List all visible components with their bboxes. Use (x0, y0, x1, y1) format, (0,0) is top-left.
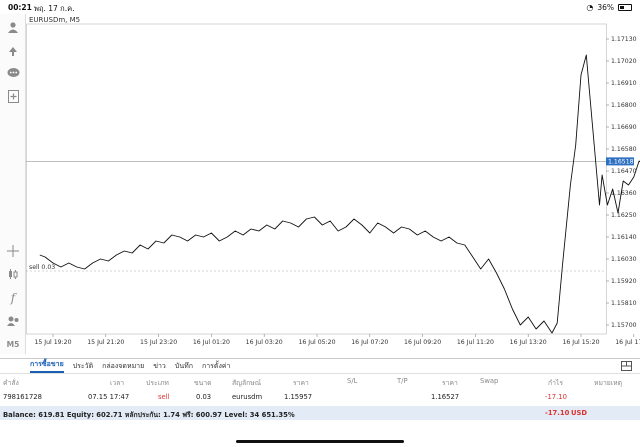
col-volume: ขนาด (194, 379, 212, 387)
y-tick-label: 1.16250 (611, 212, 637, 219)
terminal-tabs: การซื้อขาย ประวัติ กล่องจดหมาย ข่าว บันท… (0, 358, 640, 374)
tab-news[interactable]: ข่าว (153, 361, 166, 370)
x-tick-label: 15 Jul 19:20 (34, 339, 71, 346)
indicator-icon[interactable]: f (10, 291, 16, 305)
wifi-icon: ◔ (586, 3, 594, 12)
order-ticket: 798161728 (3, 393, 42, 401)
plot-frame (26, 23, 607, 335)
y-tick-label: 1.16030 (611, 256, 637, 263)
chart-symbol-title: EURUSDm, M5 (29, 16, 81, 24)
col-open-price: ราคา (293, 379, 309, 387)
y-tick-label: 1.16800 (611, 102, 637, 109)
orders-header: คำสั่ง เวลา ประเภท ขนาด สัญลักษณ์ ราคา S… (0, 377, 640, 389)
col-symbol: สัญลักษณ์ (232, 379, 262, 387)
y-tick-label: 1.16470 (611, 168, 637, 175)
battery-percent: 36% (597, 3, 614, 12)
chart-canvas[interactable]: 1.17130 1.17020 1.16910 1.16800 1.16690 1.165… (26, 14, 640, 354)
col-tp: T/P (397, 377, 408, 385)
table-row[interactable]: 798161728 07.15 17:47 sell 0.03 eurusdm … (0, 393, 640, 405)
sell-level-label: sell 0.03 (29, 264, 55, 271)
x-tick-label: 16 Jul 01:20 (193, 339, 230, 346)
x-tick-label: 16 Jul 17:20 (615, 339, 640, 346)
new-order-icon[interactable] (4, 87, 22, 105)
y-tick-label: 1.16910 (611, 80, 637, 87)
status-date: พฤ. 17 ก.ค. (34, 4, 75, 13)
y-tick-label: 1.17130 (611, 36, 637, 43)
y-tick-label: 1.16140 (611, 234, 637, 241)
tab-history[interactable]: ประวัติ (72, 361, 94, 370)
objects-icon[interactable] (4, 312, 22, 330)
status-time: 00:21 (8, 3, 32, 12)
balance-bar: Balance: 619.81 Equity: 602.71 หลักประกั… (0, 406, 640, 420)
x-tick-label: 15 Jul 23:20 (140, 339, 177, 346)
order-time: 07.15 17:47 (88, 393, 130, 401)
balance-profit: -17.10 (545, 409, 570, 417)
balance-currency: USD (571, 409, 588, 417)
col-current-price: ราคา (442, 379, 458, 387)
x-tick-label: 16 Jul 11:20 (457, 339, 494, 346)
col-comment: หมายเหตุ (594, 379, 622, 387)
x-tick-label: 16 Jul 09:20 (404, 339, 441, 346)
y-tick-label: 1.15810 (611, 300, 637, 307)
col-ticket: คำสั่ง (3, 379, 19, 387)
x-tick-label: 16 Jul 03:20 (246, 339, 283, 346)
crosshair-icon[interactable] (4, 242, 22, 260)
left-toolbar: f M5 (0, 14, 26, 354)
chat-icon[interactable] (4, 64, 22, 82)
order-profit: -17.10 (545, 393, 567, 401)
account-icon[interactable] (4, 18, 22, 36)
current-price-label: 1.16518 (608, 159, 634, 166)
order-current-price: 1.16527 (431, 393, 460, 401)
current-price-tag (606, 157, 634, 166)
col-type: ประเภท (146, 379, 169, 387)
y-tick-label: 1.16360 (611, 190, 637, 197)
col-swap: Swap (480, 377, 499, 385)
battery-icon (618, 4, 632, 11)
price-series-line (39, 54, 640, 334)
y-tick-label: 1.15920 (611, 278, 637, 285)
tab-journal[interactable]: บันทึก (174, 361, 193, 370)
tab-trade[interactable]: การซื้อขาย (30, 359, 64, 373)
tab-settings[interactable]: การตั้งค่า (201, 361, 231, 370)
order-open-price: 1.15957 (284, 393, 313, 401)
x-tick-label: 16 Jul 05:20 (298, 339, 335, 346)
status-bar: 00:21 พฤ. 17 ก.ค. ◔ 36% (0, 0, 640, 14)
tab-mailbox[interactable]: กล่องจดหมาย (102, 361, 145, 370)
x-tick-label: 16 Jul 07:20 (351, 339, 388, 346)
home-indicator (236, 440, 404, 443)
layout-icon[interactable] (621, 361, 632, 374)
order-symbol: eurusdm (232, 393, 263, 401)
y-tick-label: 1.17020 (611, 58, 637, 65)
col-time: เวลา (110, 379, 125, 387)
price-chart[interactable]: 1.17130 1.17020 1.16910 1.16800 1.16690 1.165… (26, 14, 640, 354)
candles-icon[interactable] (4, 265, 22, 283)
col-sl: S/L (347, 377, 358, 385)
y-tick-label: 1.15700 (611, 322, 637, 329)
y-tick-label: 1.16690 (611, 124, 637, 131)
y-tick-label: 1.16580 (611, 146, 637, 153)
balance-summary: Balance: 619.81 Equity: 602.71 หลักประกั… (3, 411, 295, 419)
order-volume: 0.03 (196, 393, 212, 401)
x-tick-label: 16 Jul 13:20 (510, 339, 547, 346)
col-profit: กำไร (548, 379, 564, 387)
timeframe-button[interactable]: M5 (6, 339, 20, 349)
order-type: sell (158, 393, 170, 401)
trade-icon[interactable] (4, 42, 22, 60)
x-tick-label: 15 Jul 21:20 (87, 339, 124, 346)
status-right: ◔ 36% (586, 3, 632, 12)
x-tick-label: 16 Jul 15:20 (562, 339, 599, 346)
